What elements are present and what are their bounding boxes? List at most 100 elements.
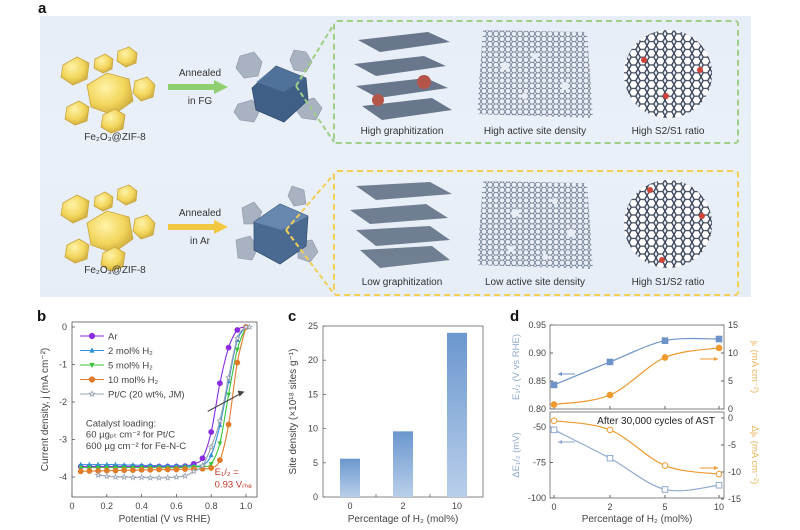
y2-tick-label: 0	[728, 404, 733, 414]
arrow-left-icon	[558, 440, 562, 444]
chart-d-top-frame	[549, 324, 725, 410]
x-tick-label: 2	[607, 502, 612, 512]
y2-tick-label: 0	[728, 413, 733, 423]
panel-b-label: b	[37, 308, 47, 325]
series	[550, 426, 723, 493]
chart-d-activity-stability: 0.80 0.85 0.90 0.95 0 5 10 15 -50 -75 -100 0 -5 -10 -1…	[511, 320, 760, 525]
bar-10	[447, 332, 467, 497]
y2-tick-label: 10	[728, 348, 738, 358]
fe-nc-cube-illustration-top	[233, 49, 323, 123]
high-h2-properties-box	[333, 20, 739, 144]
chart-c-xlabel: Percentage of H₂ (mol%)	[348, 514, 459, 525]
series-3	[77, 324, 249, 475]
y-tick-label: 25	[308, 321, 318, 331]
arrow-right-icon	[714, 357, 718, 361]
process-label-bottom-1: Annealed	[178, 208, 222, 219]
chart-b-annotation: Catalyst loading:	[86, 418, 156, 429]
chart-d-xlabel: Percentage of H₂ (mol%)	[582, 514, 693, 525]
y-tick-label: -75	[533, 458, 546, 468]
process-label-top-1: Annealed	[178, 68, 222, 79]
chart-b-annotation: 60 µgₚₜ cm⁻² for Pt/C	[86, 430, 175, 441]
carbon-sheet-illustration-bottom	[477, 181, 593, 269]
y-tick-label: 0.85	[528, 376, 546, 386]
precursor-label-bottom: Fe₂O₃@ZIF-8	[84, 265, 146, 276]
chart-b-annotation: 600 µg cm⁻² for Fe-N-C	[86, 441, 186, 452]
carbon-sheet-illustration-top	[477, 30, 593, 118]
zif8-crystals-illustration-top	[60, 46, 156, 134]
x-tick-label: 0.8	[205, 501, 218, 511]
chart-c-site-density-bars: 0 5 10 15 20 25 0 2 10 Percentage of H₂ (mol%) Sit…	[288, 321, 484, 525]
chart-d-bottom-frame	[549, 411, 725, 499]
caption-low-graphitization: Low graphitization	[361, 277, 443, 288]
panel-c-label: c	[288, 308, 297, 325]
legend-entry: Pt/C (20 wt%, JM)	[108, 390, 185, 401]
chart-b-frame	[71, 321, 258, 498]
y2-tick-label: 5	[728, 376, 733, 386]
arrow-right-icon-yellow	[168, 220, 228, 234]
y-tick-label: -50	[533, 422, 546, 432]
caption-high-s1-s2-ratio: High S1/S2 ratio	[631, 277, 705, 288]
series	[550, 417, 723, 478]
chart-b-annotation: 0.93 Vᵣₕₑ	[215, 480, 253, 491]
precursor-label-top: Fe₂O₃@ZIF-8	[84, 132, 146, 143]
y-tick-label: 0	[313, 492, 318, 502]
chart-b-annotation: E₁/₂ =	[215, 467, 240, 478]
x-tick-label: 0.6	[170, 501, 183, 511]
y-tick-label: -1	[59, 360, 67, 370]
series-4	[94, 323, 254, 481]
panel-a-label: a	[38, 0, 47, 17]
y-tick-label: -2	[59, 397, 67, 407]
caption-low-active-site-density: Low active site density	[484, 277, 586, 288]
low-h2-properties-box	[333, 170, 739, 296]
graphite-layers-illustration-top	[354, 32, 452, 120]
caption-high-s2-s1-ratio: High S2/S1 ratio	[631, 126, 705, 137]
y-tick-label: 10	[308, 424, 318, 434]
chart-b-polarization-curves: 0 0.2 0.4 0.6 0.8 1.0 0 -1 -2 -3 -4 Potential (V vs…	[40, 321, 258, 525]
chart-c-ylabel: Site density (×10¹⁸ sites g⁻¹)	[288, 349, 299, 475]
y2-tick-label: 15	[728, 320, 738, 330]
y-tick-label: -100	[528, 493, 546, 503]
legend-entry: Ar	[108, 332, 118, 343]
y-tick-label: -4	[59, 472, 67, 482]
x-tick-label: 0	[347, 501, 352, 511]
x-tick-label: 0	[551, 502, 556, 512]
x-tick-label: 0	[69, 501, 74, 511]
fe-nc-cube-illustration-bottom	[235, 185, 319, 265]
series	[550, 344, 723, 408]
y-tick-label: 20	[308, 355, 318, 365]
y2-tick-label: -10	[728, 467, 741, 477]
bar-2	[393, 431, 413, 497]
chart-d-bottom-ylabel-right: Δjₖ (mA cm⁻²)	[749, 426, 760, 485]
x-tick-label: 10	[452, 501, 462, 511]
trend-arrow-icon	[237, 390, 245, 397]
carbon-disk-illustration-bottom	[624, 180, 712, 268]
graphite-layers-illustration-bottom	[350, 182, 452, 268]
chart-d-top-ylabel-right: jₖ (mA cm⁻²)	[749, 340, 760, 393]
arrow-right-icon	[714, 466, 718, 470]
x-tick-label: 0.2	[101, 501, 114, 511]
series	[550, 335, 723, 389]
process-label-bottom-2: in Ar	[189, 236, 210, 247]
y2-tick-label: -5	[728, 440, 736, 450]
y-tick-label: 0.95	[528, 320, 546, 330]
y2-tick-label: -15	[728, 494, 741, 504]
x-tick-label: 1.0	[240, 501, 253, 511]
legend-entry: 5 mol% H₂	[108, 361, 153, 372]
chart-d-bottom-title: After 30,000 cycles of AST	[597, 416, 715, 427]
x-tick-label: 5	[662, 502, 667, 512]
y-tick-label: 0	[62, 322, 67, 332]
y-tick-label: -3	[59, 435, 67, 445]
carbon-disk-illustration-top	[624, 30, 712, 118]
arrow-left-icon	[558, 372, 562, 376]
y-tick-label: 5	[313, 458, 318, 468]
x-tick-label: 2	[400, 501, 405, 511]
process-label-top-2: in FG	[187, 96, 213, 107]
chart-b-xlabel: Potential (V vs RHE)	[119, 514, 211, 525]
panel-d-label: d	[510, 308, 520, 325]
x-tick-label: 10	[714, 502, 724, 512]
y-tick-label: 0.80	[528, 404, 546, 414]
y-tick-label: 0.90	[528, 348, 546, 358]
zoom-lines-yellow	[285, 173, 335, 295]
zoom-lines-green	[295, 23, 335, 143]
